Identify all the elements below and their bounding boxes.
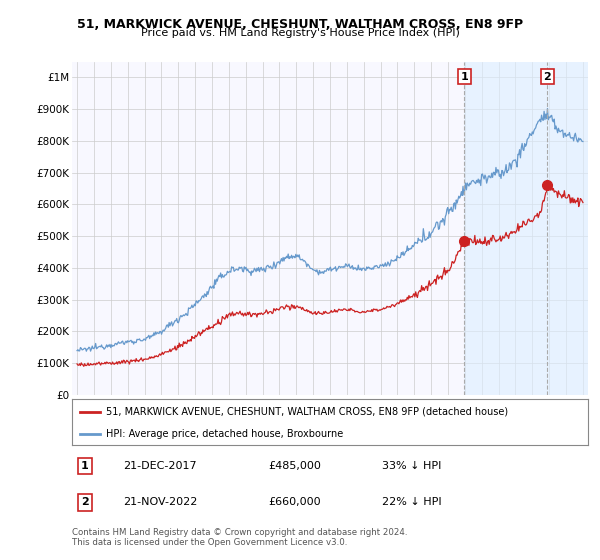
Text: 21-DEC-2017: 21-DEC-2017: [124, 461, 197, 471]
Text: 21-NOV-2022: 21-NOV-2022: [124, 497, 198, 507]
Text: 2: 2: [544, 72, 551, 82]
Text: 51, MARKWICK AVENUE, CHESHUNT, WALTHAM CROSS, EN8 9FP: 51, MARKWICK AVENUE, CHESHUNT, WALTHAM C…: [77, 18, 523, 31]
Bar: [464, 62, 588, 395]
Text: 33% ↓ HPI: 33% ↓ HPI: [382, 461, 441, 471]
Text: 1: 1: [81, 461, 89, 471]
Text: £660,000: £660,000: [268, 497, 321, 507]
Text: Price paid vs. HM Land Registry's House Price Index (HPI): Price paid vs. HM Land Registry's House …: [140, 28, 460, 38]
Text: 22% ↓ HPI: 22% ↓ HPI: [382, 497, 441, 507]
Text: HPI: Average price, detached house, Broxbourne: HPI: Average price, detached house, Brox…: [106, 429, 343, 438]
Text: 2: 2: [81, 497, 89, 507]
Text: £485,000: £485,000: [268, 461, 321, 471]
Text: Contains HM Land Registry data © Crown copyright and database right 2024.
This d: Contains HM Land Registry data © Crown c…: [72, 528, 407, 547]
Text: 1: 1: [461, 72, 468, 82]
Text: 51, MARKWICK AVENUE, CHESHUNT, WALTHAM CROSS, EN8 9FP (detached house): 51, MARKWICK AVENUE, CHESHUNT, WALTHAM C…: [106, 407, 508, 417]
